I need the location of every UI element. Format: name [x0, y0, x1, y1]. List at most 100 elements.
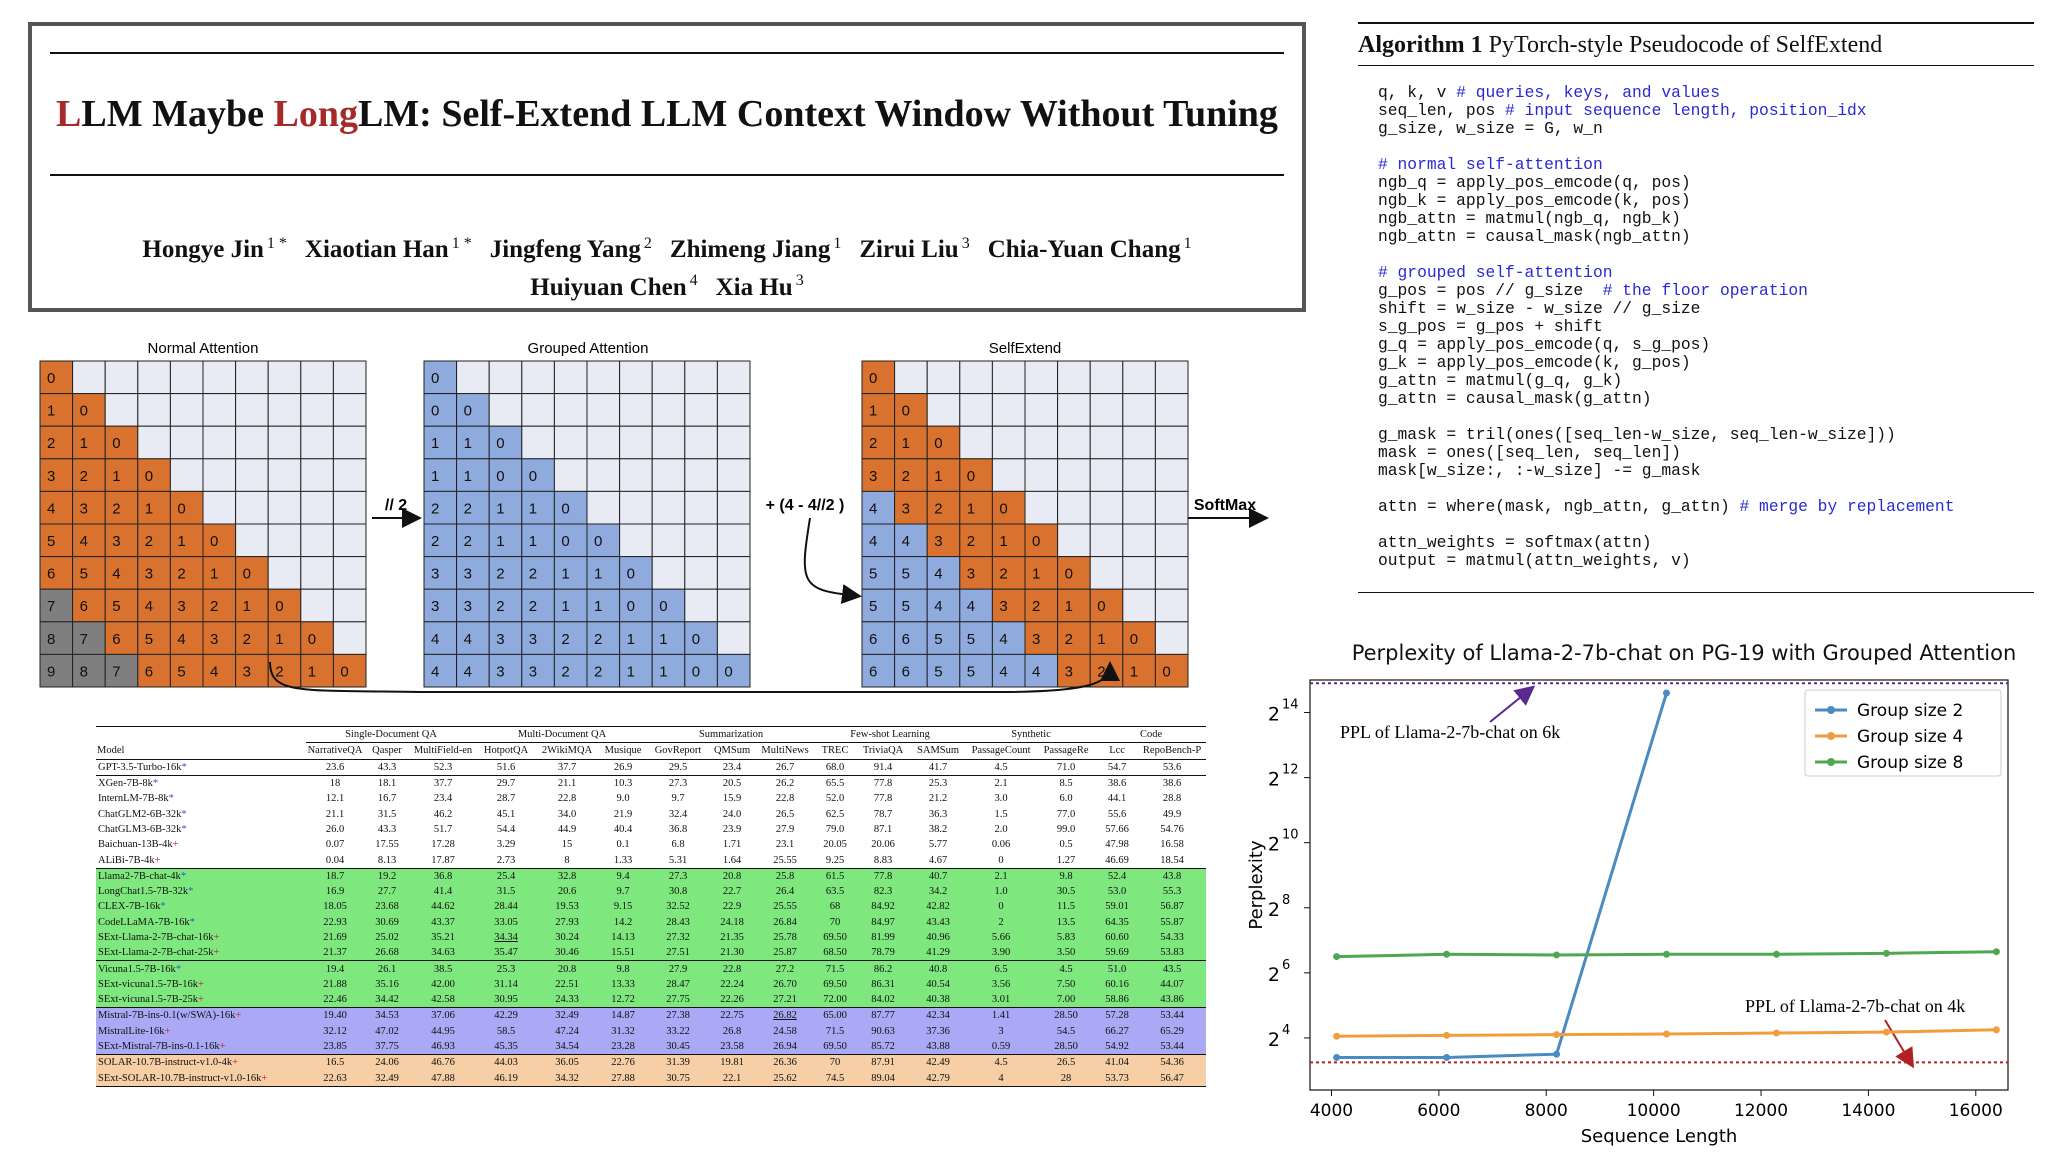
model-name-cell: GPT-3.5-Turbo-16k* — [96, 758, 306, 776]
matrix-cell — [300, 621, 334, 655]
table-cell: 22.8 — [557, 793, 577, 805]
table-cell: 65.5 — [814, 774, 857, 792]
matrix-cell — [926, 523, 961, 558]
table-cell: 43.37 — [431, 916, 455, 928]
matrix-cell — [1024, 523, 1059, 558]
series-point — [1882, 1028, 1890, 1036]
table-cell: 26.70 — [773, 978, 797, 990]
matrix-cell-value: 3 — [145, 566, 153, 583]
model-source-mark: + — [232, 1057, 239, 1069]
matrix-cell — [300, 556, 334, 590]
matrix-cell — [1122, 556, 1156, 590]
model-name: ALiBi-7B-4k — [98, 854, 155, 866]
matrix-cell — [202, 458, 237, 492]
table-cell: 13.33 — [611, 978, 635, 990]
matrix-cell-value: 2 — [529, 598, 537, 615]
table-cell: 89.04 — [856, 1070, 911, 1087]
matrix-cell-value: 2 — [496, 566, 504, 583]
model-name: ChatGLM3-6B-32k — [98, 823, 182, 835]
code-text: ngb_attn = matmul(ngb_q, ngb_k) — [1378, 209, 1681, 228]
table-cell: 23.9 — [722, 823, 742, 835]
matrix-cell — [991, 621, 1026, 655]
matrix-cell-value: 1 — [1065, 598, 1073, 615]
table-cell: 27.93 — [555, 916, 579, 928]
matrix-cell — [267, 490, 302, 525]
matrix-cell — [456, 653, 490, 688]
model-name-cell: SOLAR-10.7B-instruct-v1.0-4k+ — [96, 1054, 306, 1071]
matrix-cell — [926, 425, 961, 460]
matrix-cell — [332, 523, 367, 558]
matrix-cell — [926, 653, 961, 688]
table-row: Mistral-7B-ins-0.1(w/SWA)-16k+ 19.40 34.53… — [96, 1007, 1207, 1024]
matrix-cell-value: 6 — [902, 631, 910, 648]
table-cell: 61.5 — [814, 867, 857, 884]
matrix-cell-value: 0 — [869, 370, 877, 387]
table-cell: 26.68 — [375, 947, 399, 959]
model-name-cell: CLEX-7B-16k* — [96, 899, 306, 914]
matrix-cell — [1024, 621, 1059, 655]
author-name-text: Zirui Liu — [859, 236, 959, 264]
table-cell: 25.02 — [375, 932, 399, 943]
matrix-cell — [684, 425, 718, 460]
table-cell: 34.53 — [364, 1007, 410, 1024]
matrix-cell — [1154, 360, 1189, 395]
selfextend-title: SelfExtend — [989, 340, 1062, 357]
table-cell: 27.32 — [666, 932, 690, 943]
table-cell: 37.7 — [410, 774, 477, 792]
table-cell: 86.31 — [871, 978, 895, 990]
matrix-cell — [169, 556, 204, 590]
matrix-cell — [959, 556, 993, 590]
table-cell: 12.72 — [611, 994, 635, 1006]
matrix-cell — [137, 653, 171, 688]
table-cell: 27.3 — [648, 774, 709, 792]
matrix-cell-value: 2 — [496, 598, 504, 615]
table-cell: 58.5 — [496, 1025, 516, 1037]
matrix-cell — [1154, 621, 1189, 655]
matrix-cell — [488, 393, 523, 427]
table-cell: 53.83 — [1160, 947, 1184, 959]
matrix-cell — [104, 490, 139, 525]
matrix-cell-value: 1 — [145, 500, 153, 517]
matrix-cell-value: 1 — [627, 631, 635, 648]
model-name-cell: Vicuna1.5-7B-16k* — [96, 960, 306, 977]
table-cell: 14.87 — [598, 1007, 649, 1024]
table-cell: 28.43 — [666, 916, 690, 928]
matrix-cell — [39, 425, 74, 460]
matrix-cell-value: 4 — [1032, 663, 1040, 680]
title-top-rule — [50, 52, 1284, 54]
table-cell: 26.0 — [325, 823, 345, 835]
matrix-cell-value: 0 — [594, 533, 602, 550]
table-cell: 26.4 — [775, 886, 795, 898]
title-text-1: LM Maybe — [81, 93, 274, 135]
matrix-cell — [137, 523, 171, 558]
matrix-cell-value: 7 — [47, 598, 55, 615]
matrix-cell-value: 3 — [529, 663, 537, 680]
model-name: GPT-3.5-Turbo-16k — [98, 761, 182, 773]
matrix-cell-value: 0 — [1065, 566, 1073, 583]
table-cell: 4.5 — [966, 1054, 1037, 1071]
matrix-cell-value: 4 — [112, 566, 120, 583]
model-source-mark: + — [261, 1072, 268, 1084]
matrix-cell — [423, 556, 458, 590]
matrix-cell — [553, 458, 588, 492]
table-cell: 25.87 — [773, 947, 797, 959]
author-name: Zhimeng Jiang 1 — [670, 235, 841, 263]
matrix-cell — [1154, 653, 1189, 688]
table-cell: 3.0 — [994, 793, 1008, 805]
attention-figure: 0 1 0 2 1 0 3 2 1 0 4 3 2 1 0 5 4 3 2 1 0 6 5 4 3 2 1 0 7 6 5 4 3 2 1 0 8 7 6 5… — [39, 340, 1269, 693]
matrix-cell — [1024, 588, 1059, 623]
matrix-cell — [1024, 653, 1059, 688]
table-cell: 0.1 — [616, 839, 630, 851]
table-cell: 26.1 — [364, 960, 410, 977]
matrix-cell-value: 0 — [627, 598, 635, 615]
table-cell: 0.06 — [991, 839, 1011, 851]
table-cell: 44.95 — [431, 1025, 455, 1037]
matrix-cell — [1089, 588, 1124, 623]
matrix-cell-value: 4 — [464, 631, 472, 648]
table-cell: 42.34 — [910, 1007, 967, 1024]
matrix-cell-value: 0 — [1097, 598, 1105, 615]
matrix-cell-value: 3 — [999, 598, 1007, 615]
table-cell: 44.9 — [557, 823, 577, 835]
model-source-mark: + — [219, 1041, 226, 1053]
table-cell: 21.9 — [613, 808, 633, 820]
